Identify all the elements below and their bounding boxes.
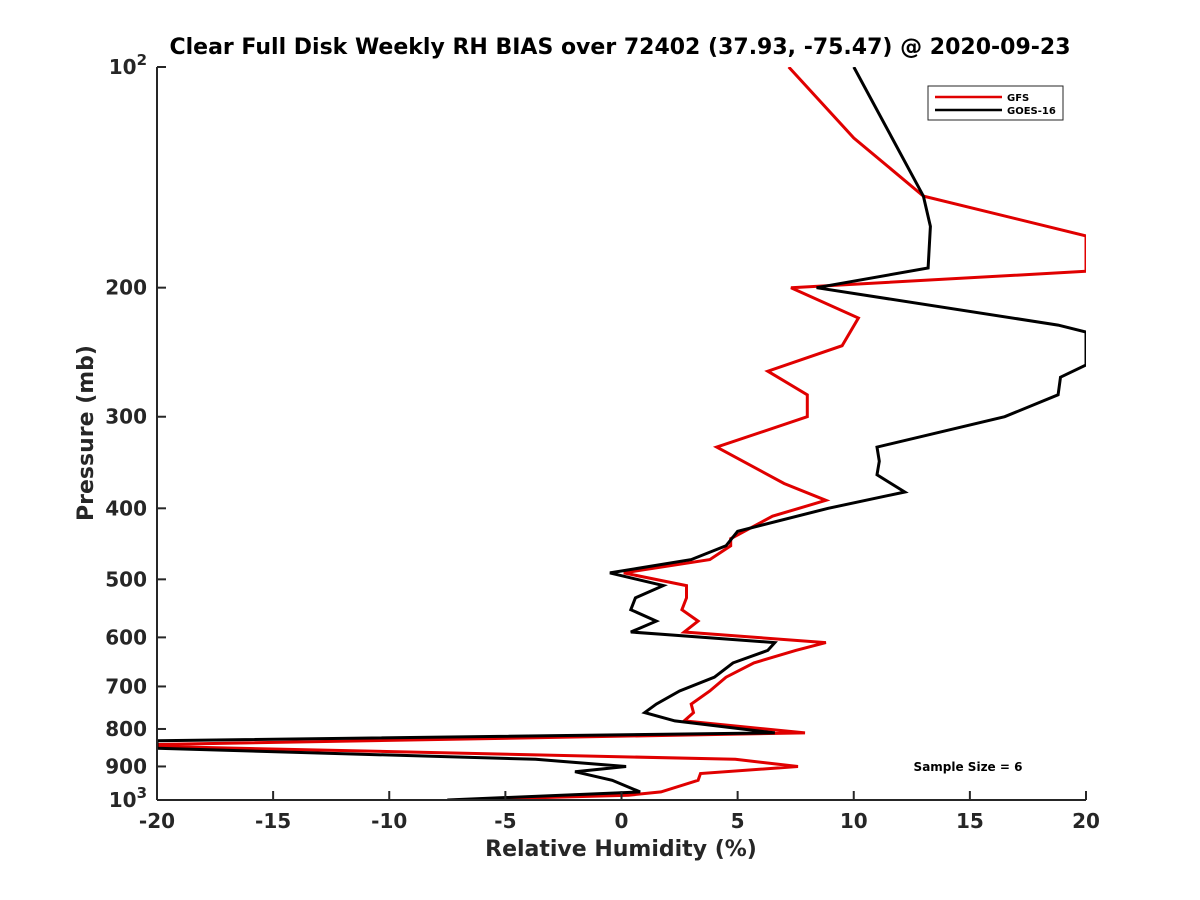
x-tick-label: -15 xyxy=(255,809,291,833)
y-tick-label: 300 xyxy=(105,405,147,429)
x-axis-label: Relative Humidity (%) xyxy=(485,837,757,862)
series-line-goes-16 xyxy=(157,67,1086,800)
y-tick-label: 102 xyxy=(109,51,147,79)
series-line-gfs xyxy=(157,67,1086,800)
y-tick-label: 600 xyxy=(105,625,147,649)
x-tick-label: -5 xyxy=(494,809,516,833)
x-tick-label: 5 xyxy=(731,809,745,833)
x-tick-label: 15 xyxy=(956,809,984,833)
y-tick-label: 800 xyxy=(105,717,147,741)
series-layer xyxy=(157,67,1086,800)
x-tick-label: -10 xyxy=(371,809,407,833)
y-tick-label: 400 xyxy=(105,496,147,520)
ticks-layer: -20 -15 -10 -5 0 5 10 15 20 102 200 300 400 500 600 700… xyxy=(105,51,1100,833)
x-tick-label: 0 xyxy=(615,809,629,833)
y-axis-label: Pressure (mb) xyxy=(74,345,99,521)
sample-size-annotation: Sample Size = 6 xyxy=(914,760,1023,774)
legend-goes16-label: GOES-16 xyxy=(1007,106,1056,117)
chart-title: Clear Full Disk Weekly RH BIAS over 7240… xyxy=(169,35,1070,60)
x-tick-label: 10 xyxy=(840,809,868,833)
x-tick-label: -20 xyxy=(139,809,175,833)
y-tick-label: 700 xyxy=(105,674,147,698)
y-tick-label: 200 xyxy=(105,276,147,300)
y-tick-label: 103 xyxy=(109,784,147,812)
x-tick-label: 20 xyxy=(1072,809,1100,833)
legend-box xyxy=(927,85,1064,121)
legend-gfs-label: GFS xyxy=(1007,93,1029,104)
y-tick-label: 500 xyxy=(105,567,147,591)
legend: GFS GOES-16 xyxy=(927,85,1064,121)
y-tick-label: 900 xyxy=(105,754,147,778)
